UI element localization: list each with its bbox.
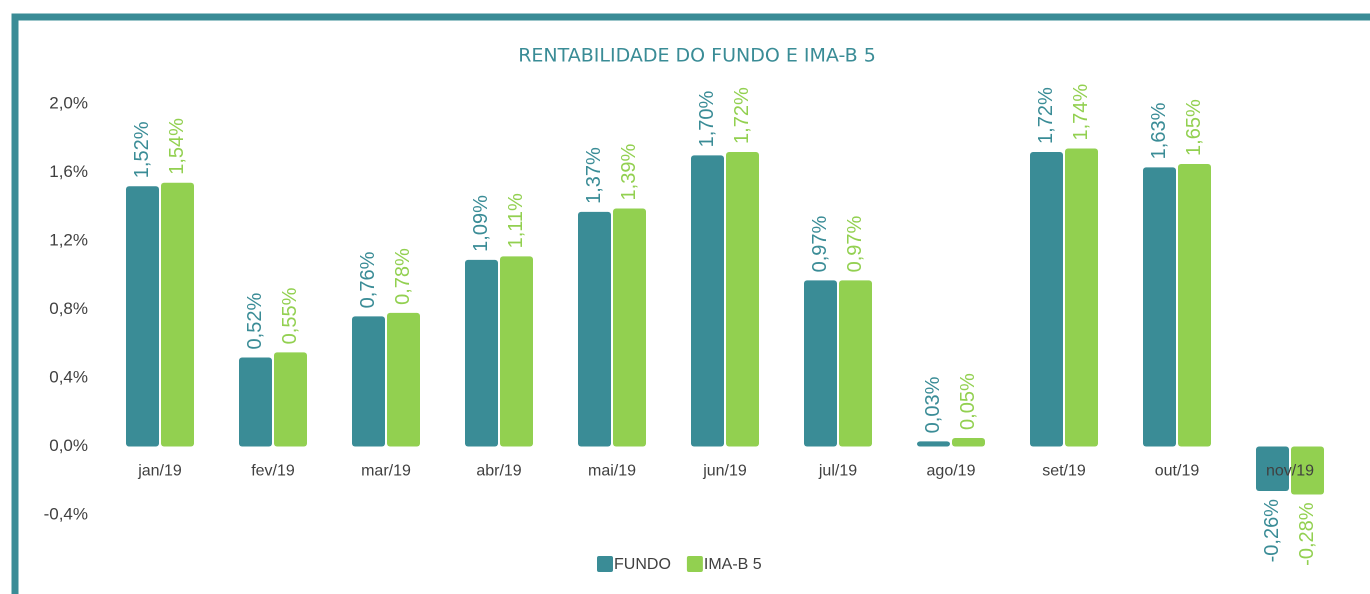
- x-tick-label: out/19: [1155, 463, 1200, 480]
- legend-swatch: [686, 556, 703, 572]
- y-tick-label: 0,0%: [49, 436, 88, 455]
- bar: [126, 186, 159, 447]
- bar: [239, 357, 272, 447]
- bar: [691, 155, 724, 447]
- value-label: 1,72%: [731, 87, 753, 144]
- value-label: 1,39%: [618, 144, 640, 201]
- y-tick-label: 0,8%: [49, 299, 88, 318]
- bar: [1291, 446, 1324, 495]
- value-label: -0,28%: [1296, 502, 1318, 566]
- bar: [1256, 446, 1289, 492]
- legend-swatch: [597, 556, 613, 572]
- x-tick-label: mar/19: [361, 463, 411, 480]
- bar: [578, 211, 611, 447]
- x-tick-label: jul/19: [818, 463, 857, 480]
- x-tick-label: set/19: [1042, 463, 1086, 480]
- x-tick-label: jun/19: [702, 463, 747, 480]
- value-label: 0,05%: [957, 373, 979, 430]
- frame: [11, 13, 1370, 594]
- x-tick-label: ago/19: [927, 463, 976, 480]
- bar: [387, 312, 420, 447]
- bar: [726, 151, 759, 447]
- value-label: -0,26%: [1261, 499, 1283, 563]
- value-label: 1,37%: [583, 147, 605, 204]
- y-tick-label: 1,2%: [49, 230, 88, 249]
- y-tick-label: 0,4%: [49, 367, 88, 386]
- legend-label: FUNDO: [614, 556, 671, 573]
- value-label: 0,03%: [922, 376, 944, 433]
- y-tick-label: -0,4%: [44, 504, 88, 523]
- bar: [804, 280, 837, 447]
- x-tick-label: jan/19: [137, 463, 182, 480]
- x-tick-label: fev/19: [251, 463, 295, 480]
- legend-label: IMA-B 5: [704, 556, 762, 573]
- value-label: 0,97%: [844, 215, 866, 272]
- value-label: 0,52%: [244, 293, 266, 350]
- value-label: 0,97%: [809, 215, 831, 272]
- bar: [465, 259, 498, 447]
- value-label: 1,54%: [166, 118, 188, 175]
- bar: [1065, 148, 1098, 447]
- value-label: 1,11%: [505, 193, 527, 248]
- bar: [839, 280, 872, 447]
- value-label: 1,63%: [1148, 102, 1170, 159]
- value-label: 1,70%: [696, 90, 718, 147]
- bar: [1030, 151, 1063, 447]
- y-tick-label: 1,6%: [49, 162, 88, 181]
- value-label: 1,52%: [131, 121, 153, 178]
- bar: [352, 316, 385, 447]
- bar: [1143, 167, 1176, 447]
- bar: [952, 437, 985, 447]
- bar: [274, 352, 307, 447]
- x-tick-label: abr/19: [476, 463, 521, 480]
- chart-title: RENTABILIDADE DO FUNDO E IMA-B 5: [518, 45, 876, 67]
- bar: [613, 208, 646, 447]
- y-tick-label: 2,0%: [49, 93, 88, 112]
- bar: [500, 256, 533, 447]
- x-tick-label: nov/19: [1266, 463, 1314, 480]
- bar: [917, 441, 950, 447]
- value-label: 0,76%: [357, 251, 379, 308]
- value-label: 0,55%: [279, 287, 301, 344]
- value-label: 0,78%: [392, 248, 414, 305]
- bar: [161, 182, 194, 447]
- value-label: 1,74%: [1070, 84, 1092, 141]
- value-label: 1,65%: [1183, 99, 1205, 156]
- bar: [1178, 163, 1211, 447]
- value-label: 1,72%: [1035, 87, 1057, 144]
- value-label: 1,09%: [470, 195, 492, 252]
- x-tick-label: mai/19: [588, 463, 636, 480]
